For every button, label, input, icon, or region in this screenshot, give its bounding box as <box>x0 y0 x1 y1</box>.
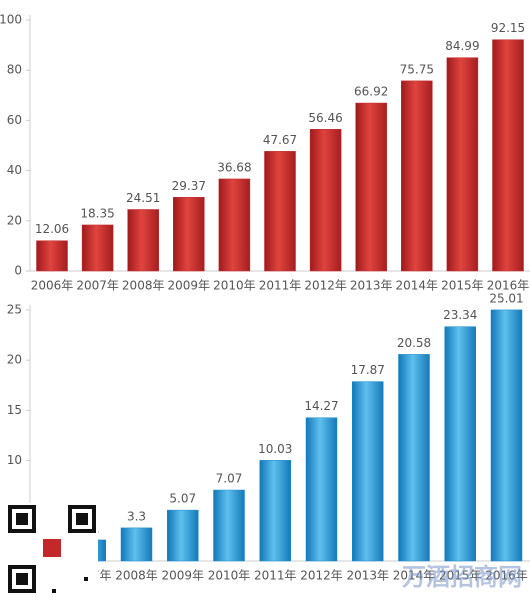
y-tick-label: 20 <box>7 353 22 367</box>
x-tick-label: 2014年 <box>393 569 436 583</box>
bar <box>492 39 524 272</box>
y-tick-label: 80 <box>7 63 22 77</box>
y-tick-label: 10 <box>7 453 22 467</box>
value-label: 3.3 <box>127 509 146 523</box>
bar <box>81 224 114 272</box>
x-tick-label: 2009年 <box>161 569 204 583</box>
value-label: 7.07 <box>216 472 243 486</box>
value-label: 25.01 <box>489 291 523 305</box>
bar <box>490 309 523 562</box>
bar <box>264 151 296 272</box>
value-label: 23.34 <box>443 308 477 322</box>
x-tick-label: 2008年 <box>115 569 158 583</box>
value-label: 75.75 <box>400 62 434 76</box>
bar <box>167 509 199 562</box>
bar <box>305 417 338 562</box>
x-tick-label: 2015年 <box>441 279 484 293</box>
bar <box>355 102 387 272</box>
qr-finder <box>16 573 28 585</box>
value-label: 18.35 <box>80 206 114 220</box>
y-tick-label: 20 <box>7 213 22 227</box>
x-tick-label: 2012年 <box>300 569 343 583</box>
bar <box>173 197 205 272</box>
value-label: 92.15 <box>491 21 525 35</box>
value-label: 66.92 <box>354 85 388 99</box>
x-tick-label: 2006年 <box>31 279 74 293</box>
x-tick-label: 2010年 <box>213 279 256 293</box>
value-label: 84.99 <box>445 39 479 53</box>
value-label: 12.06 <box>35 222 69 236</box>
qr-finder <box>76 513 88 525</box>
x-tick-label: 2016年 <box>485 569 528 583</box>
value-label: 10.03 <box>258 442 292 456</box>
qr-module <box>84 577 88 581</box>
x-tick-label: 2009年 <box>168 279 211 293</box>
x-tick-label: 2008年 <box>122 279 165 293</box>
value-label: 17.87 <box>351 363 385 377</box>
watermark: 万酒招商网 <box>402 563 522 591</box>
y-tick-label: 60 <box>7 113 22 127</box>
bar <box>218 178 251 272</box>
value-label: 56.46 <box>308 111 342 125</box>
bar <box>36 240 68 272</box>
qr-module <box>52 589 56 593</box>
x-tick-label: 2007年 <box>76 279 119 293</box>
qr-code <box>6 503 98 595</box>
x-tick-label: 2016年 <box>487 279 530 293</box>
x-tick-label: 2010年 <box>208 569 251 583</box>
x-tick-label: 2011年 <box>254 569 297 583</box>
bar <box>398 354 430 562</box>
qr-logo <box>41 537 63 559</box>
value-label: 14.27 <box>304 399 338 413</box>
x-tick-label: 2013年 <box>350 279 393 293</box>
value-label: 36.68 <box>217 160 251 174</box>
bar <box>352 381 384 562</box>
bar <box>120 527 153 562</box>
value-label: 24.51 <box>126 191 160 205</box>
bar <box>446 57 479 272</box>
y-tick-label: 40 <box>7 163 22 177</box>
bar <box>401 80 433 272</box>
x-tick-label: 2013年 <box>346 569 389 583</box>
y-tick-label: 15 <box>7 403 22 417</box>
y-tick-label: 25 <box>7 303 22 317</box>
x-tick-label: 2012年 <box>304 279 347 293</box>
value-label: 47.67 <box>263 133 297 147</box>
y-tick-label: 100 <box>0 13 22 27</box>
bar <box>213 489 245 562</box>
value-label: 29.37 <box>172 179 206 193</box>
qr-finder <box>16 513 28 525</box>
bar <box>259 460 291 562</box>
bar <box>444 326 476 562</box>
x-tick-label: 2014年 <box>396 279 439 293</box>
y-tick-label: 0 <box>14 264 22 278</box>
x-tick-label: 2011年 <box>259 279 302 293</box>
bar <box>127 209 159 272</box>
bar <box>309 129 342 272</box>
x-tick-label: 2015年 <box>439 569 482 583</box>
value-label: 20.58 <box>397 336 431 350</box>
value-label: 5.07 <box>169 492 196 506</box>
